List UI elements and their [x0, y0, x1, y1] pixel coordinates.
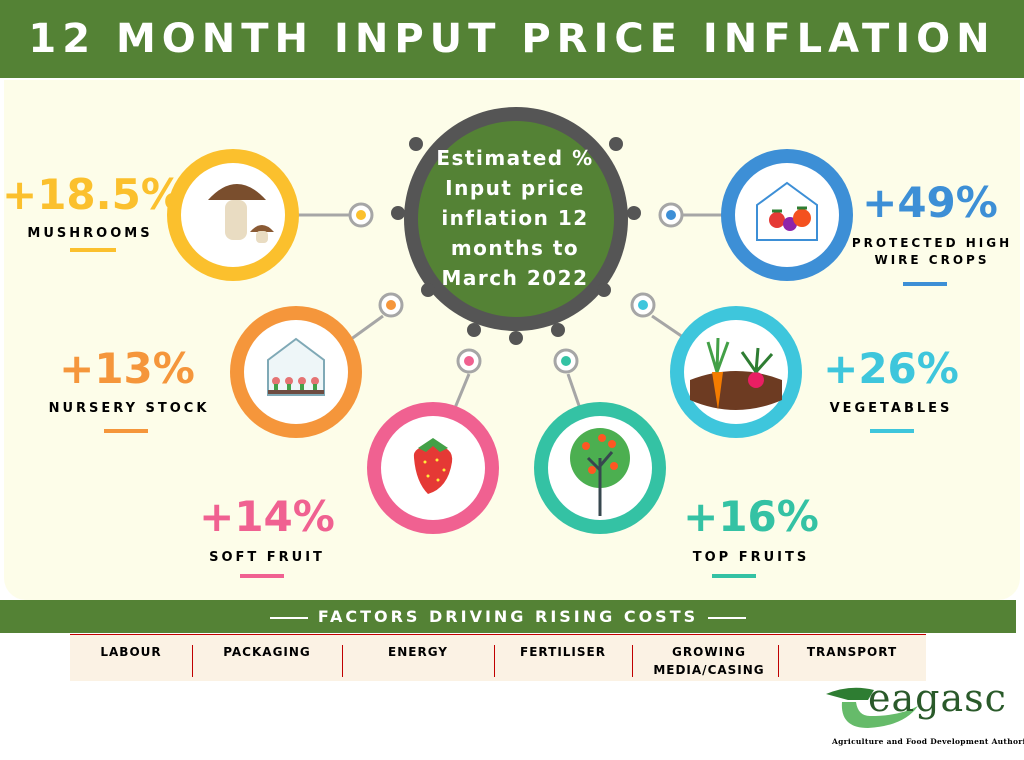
factors-heading: FACTORS DRIVING RISING COSTS: [0, 600, 1016, 633]
factors-title: FACTORS DRIVING RISING COSTS: [317, 607, 699, 626]
center-circle: [391, 107, 641, 345]
dot-vegetables-fill: [638, 300, 648, 310]
connector-dots: [348, 202, 684, 374]
page-title: 12 MONTH INPUT PRICE INFLATION: [28, 16, 996, 62]
factor-transport: TRANSPORT: [778, 643, 926, 677]
underlines: [70, 248, 947, 578]
label-softfruit: SOFT FRUIT: [209, 550, 325, 565]
center-line: inflation 12: [441, 206, 589, 230]
factor-line: FERTILISER: [520, 645, 606, 659]
center-line: March 2022: [441, 266, 589, 290]
center-caption: Estimated % Input price inflation 12 mon…: [415, 143, 615, 293]
pct-mushrooms: +18.5%: [2, 170, 183, 219]
label-nursery: NURSERY STOCK: [48, 401, 210, 416]
label-mushrooms: MUSHROOMS: [27, 226, 153, 241]
factors-row: LABOUR PACKAGING ENERGY FERTILISER GROWI…: [70, 634, 926, 681]
factors-banner: FACTORS DRIVING RISING COSTS: [0, 600, 1016, 633]
factor-line: GROWING: [672, 645, 746, 659]
factor-separator: [632, 645, 633, 677]
factor-fertiliser: FERTILISER: [494, 643, 632, 677]
logo-wordmark: eagasc: [868, 676, 1007, 720]
factor-line: MEDIA/CASING: [653, 663, 765, 677]
label-topfruits: TOP FRUITS: [692, 550, 810, 565]
greenhouse-seedlings-icon: [267, 337, 325, 396]
center-fill: [418, 121, 614, 317]
dot-mushrooms-fill: [356, 210, 366, 220]
ring-protected: [721, 149, 853, 281]
label-protected-1: PROTECTED HIGH: [851, 236, 1013, 250]
greenhouse-tomato-icon: [756, 181, 818, 241]
factor-separator: [192, 645, 193, 677]
factor-labour: LABOUR: [70, 643, 192, 677]
factor-line: PACKAGING: [223, 645, 311, 659]
center-line: Estimated %: [436, 146, 594, 170]
logo-tagline: Agriculture and Food Development Authori…: [832, 737, 1024, 746]
factor-separator: [494, 645, 495, 677]
factor-line: LABOUR: [100, 645, 162, 659]
header-banner: 12 MONTH INPUT PRICE INFLATION: [0, 0, 1024, 78]
pct-softfruit: +14%: [199, 492, 335, 541]
dot-softfruit-fill: [464, 356, 474, 366]
factor-energy: ENERGY: [342, 643, 494, 677]
teagasc-logo-mark: [826, 687, 918, 728]
dot-protected-fill: [666, 210, 676, 220]
factor-growing-media: GROWING MEDIA/CASING: [632, 643, 786, 677]
dash-left: [269, 616, 308, 619]
fruit-tree-icon: [570, 428, 630, 516]
factor-separator: [342, 645, 343, 677]
dot-nursery-fill: [386, 300, 396, 310]
dot-topfruits-fill: [561, 356, 571, 366]
factor-line: ENERGY: [388, 645, 448, 659]
factor-packaging: PACKAGING: [192, 643, 342, 677]
pct-protected: +49%: [862, 178, 998, 227]
carrot-radish-icon: [690, 337, 782, 410]
mushroom-icon: [208, 184, 274, 243]
label-protected-2: WIRE CROPS: [874, 253, 990, 267]
label-vegetables: VEGETABLES: [829, 401, 953, 416]
center-line: months to: [450, 236, 580, 260]
dash-right: [708, 616, 747, 619]
center-line: Input price: [445, 176, 585, 200]
pct-vegetables: +26%: [823, 344, 959, 393]
strawberry-icon: [413, 438, 453, 494]
factor-separator: [778, 645, 779, 677]
factor-line: TRANSPORT: [806, 645, 898, 659]
center-knobs: [391, 137, 641, 345]
pct-topfruits: +16%: [683, 492, 819, 541]
pct-nursery: +13%: [59, 344, 195, 393]
